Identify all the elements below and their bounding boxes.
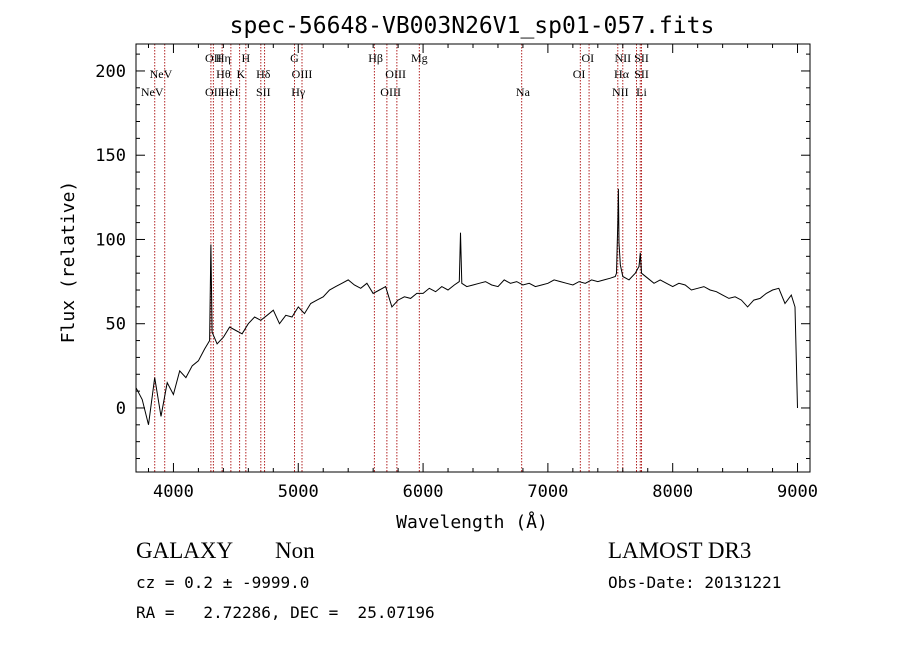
emission-line-markers [154, 44, 642, 472]
axis-tick-labels: 4000 5000 6000 7000 8000 9000 0 50 100 150 200 [95, 62, 818, 502]
line-label: Li [636, 85, 647, 99]
redshift-line: cz = 0.2 ± -9999.0 [136, 573, 310, 592]
line-label: HeI [221, 85, 239, 99]
y-tick-label: 200 [95, 62, 126, 82]
coordinates-line: RA = 2.72286, DEC = 25.07196 [136, 603, 435, 622]
class-label: GALAXY [136, 538, 234, 563]
obs-date-line: Obs-Date: 20131221 [608, 573, 782, 592]
line-label: SII [634, 51, 649, 65]
line-label: OII [205, 51, 222, 65]
spectrum-series [135, 188, 798, 425]
line-label: OIII [292, 67, 313, 81]
line-label: OII [205, 85, 222, 99]
line-label: OIII [385, 67, 406, 81]
y-tick-label: 150 [95, 146, 126, 166]
line-label: Hγ [291, 85, 306, 99]
y-tick-label: 50 [106, 315, 126, 335]
x-tick-label: 8000 [652, 482, 693, 502]
line-label: SII [634, 67, 649, 81]
line-label: H [242, 51, 251, 65]
subclass-label: Non [275, 538, 315, 563]
line-label: Mg [411, 51, 428, 65]
line-label: Hδ [256, 67, 271, 81]
line-label: OIII [380, 85, 401, 99]
line-label: Hθ [216, 67, 231, 81]
y-tick-label: 100 [95, 230, 126, 250]
axis-ticks [136, 44, 810, 472]
x-tick-label: 7000 [527, 482, 568, 502]
chart-title: spec-56648-VB003N26V1_sp01-057.fits [230, 13, 715, 39]
survey-label: LAMOST DR3 [608, 538, 752, 563]
line-label: K [237, 67, 246, 81]
line-label: Hα [614, 67, 630, 81]
line-label: SII [256, 85, 271, 99]
line-label: Na [516, 85, 531, 99]
plot-frame [135, 43, 811, 473]
line-label: NII [614, 51, 631, 65]
y-tick-label: 0 [116, 399, 126, 419]
line-label: Hη [216, 51, 231, 65]
line-label: NeV [150, 67, 173, 81]
line-label: NeV [141, 85, 164, 99]
line-label: Hβ [368, 51, 383, 65]
x-tick-label: 9000 [777, 482, 818, 502]
line-label: G [290, 51, 299, 65]
line-label: OI [581, 51, 594, 65]
spectrum-line [135, 188, 798, 425]
x-tick-label: 6000 [403, 482, 444, 502]
y-axis-label: Flux (relative) [58, 181, 79, 344]
x-tick-label: 5000 [278, 482, 319, 502]
x-tick-label: 4000 [153, 482, 194, 502]
x-axis-label: Wavelength (Å) [396, 511, 548, 533]
line-label: OI [573, 67, 586, 81]
line-label: NII [612, 85, 629, 99]
